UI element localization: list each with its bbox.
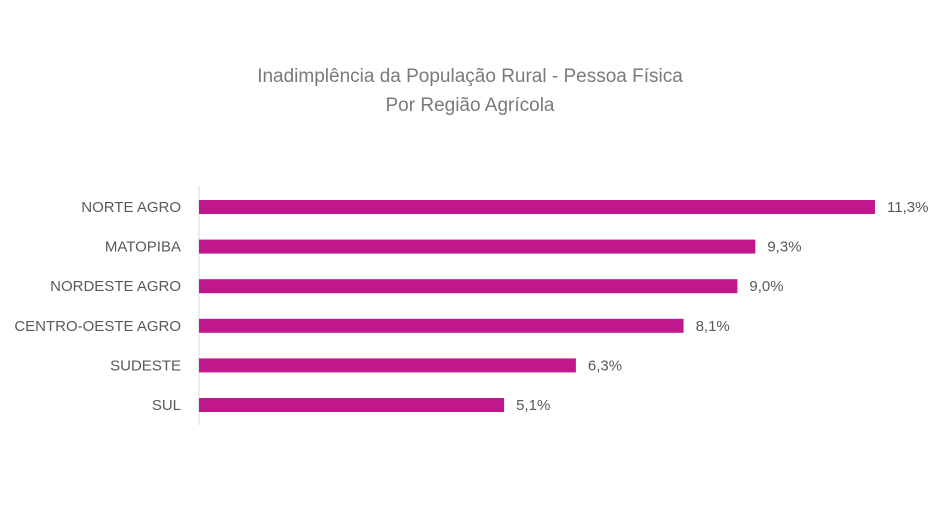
data-label: 11,3% (887, 199, 928, 216)
data-label: 9,3% (767, 239, 801, 256)
bar (199, 239, 756, 254)
data-label: 9,0% (749, 278, 783, 295)
chart-title: Inadimplência da População Rural - Pesso… (257, 66, 683, 87)
bar (199, 279, 738, 294)
category-label: SUL (152, 397, 181, 414)
category-label: CENTRO-OESTE AGRO (14, 318, 181, 335)
bar (199, 318, 684, 333)
bar (199, 398, 505, 412)
chart-subtitle: Por Região Agrícola (385, 95, 555, 116)
data-label: 5,1% (516, 397, 550, 414)
bar (199, 200, 875, 214)
data-label: 8,1% (696, 318, 730, 335)
data-label: 6,3% (588, 357, 622, 374)
category-label: NORTE AGRO (81, 199, 181, 216)
category-label: NORDESTE AGRO (50, 278, 181, 295)
bar (199, 358, 576, 373)
category-label: MATOPIBA (105, 239, 181, 256)
category-label: SUDESTE (110, 357, 181, 374)
